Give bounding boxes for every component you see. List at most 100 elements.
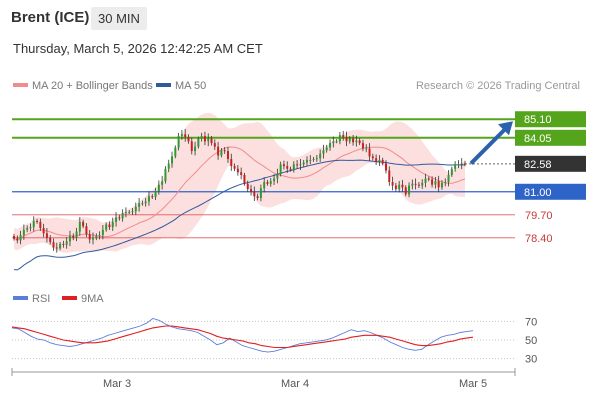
candle-body[interactable] [190, 141, 193, 152]
candle-body[interactable] [424, 178, 427, 183]
candle-body[interactable] [398, 184, 401, 190]
candle-body[interactable] [246, 183, 249, 190]
candle-body[interactable] [144, 201, 147, 204]
candle-body[interactable] [213, 143, 216, 147]
candle-body[interactable] [401, 184, 404, 188]
candle-body[interactable] [134, 206, 137, 212]
candle-body[interactable] [167, 163, 170, 169]
candle-body[interactable] [39, 221, 42, 229]
candle-body[interactable] [184, 134, 187, 137]
candle-body[interactable] [266, 182, 269, 184]
candle-body[interactable] [118, 217, 121, 219]
candle-body[interactable] [404, 187, 407, 195]
candle-body[interactable] [361, 143, 364, 149]
candle-body[interactable] [88, 234, 91, 240]
candle-body[interactable] [233, 166, 236, 169]
candle-body[interactable] [394, 185, 397, 190]
candle-body[interactable] [243, 174, 246, 184]
candle-body[interactable] [207, 138, 210, 142]
candle-body[interactable] [141, 203, 144, 205]
candle-body[interactable] [312, 159, 315, 161]
candle-body[interactable] [68, 236, 71, 242]
candle-body[interactable] [147, 196, 150, 202]
candle-body[interactable] [197, 138, 200, 147]
candle-body[interactable] [431, 179, 434, 185]
candle-body[interactable] [368, 148, 371, 157]
candle-body[interactable] [29, 227, 32, 229]
candle-body[interactable] [342, 135, 345, 137]
candle-body[interactable] [421, 182, 424, 186]
candle-body[interactable] [279, 164, 282, 175]
candle-body[interactable] [203, 136, 206, 142]
candle-body[interactable] [105, 224, 108, 230]
candle-body[interactable] [296, 164, 299, 166]
candle-body[interactable] [384, 163, 387, 171]
candle-body[interactable] [440, 182, 443, 188]
candle-body[interactable] [101, 229, 104, 236]
candle-body[interactable] [115, 217, 118, 222]
candle-body[interactable] [256, 196, 259, 198]
candle-body[interactable] [164, 168, 167, 182]
candle-body[interactable] [194, 146, 197, 152]
candle-body[interactable] [210, 138, 213, 144]
candle-body[interactable] [319, 153, 322, 159]
candle-body[interactable] [375, 158, 378, 162]
candle-body[interactable] [352, 138, 355, 143]
candle-body[interactable] [454, 164, 457, 169]
candle-body[interactable] [49, 237, 52, 243]
candle-body[interactable] [450, 168, 453, 175]
candle-body[interactable] [302, 162, 305, 165]
candle-body[interactable] [230, 159, 233, 167]
candle-body[interactable] [332, 141, 335, 144]
candle-body[interactable] [253, 191, 256, 197]
candle-body[interactable] [282, 164, 285, 167]
candle-body[interactable] [32, 220, 35, 228]
candle-body[interactable] [78, 221, 81, 232]
candle-body[interactable] [177, 136, 180, 148]
candle-body[interactable] [250, 189, 253, 192]
candle-body[interactable] [322, 150, 325, 154]
candle-body[interactable] [59, 243, 62, 249]
candle-body[interactable] [128, 212, 131, 214]
candle-body[interactable] [108, 224, 111, 228]
candle-body[interactable] [417, 184, 420, 186]
candle-body[interactable] [391, 182, 394, 186]
candle-body[interactable] [444, 182, 447, 184]
candle-body[interactable] [138, 203, 141, 207]
candle-body[interactable] [414, 183, 417, 185]
candle-body[interactable] [329, 143, 332, 148]
candle-body[interactable] [315, 158, 318, 160]
candle-body[interactable] [85, 226, 88, 235]
candle-body[interactable] [289, 168, 292, 170]
candle-body[interactable] [348, 138, 351, 142]
candle-body[interactable] [355, 140, 358, 143]
candle-body[interactable] [309, 159, 312, 161]
candle-body[interactable] [13, 236, 15, 239]
timeframe-badge[interactable]: 30 MIN [91, 7, 147, 30]
candle-body[interactable] [464, 163, 466, 165]
candle-body[interactable] [240, 172, 243, 175]
candle-body[interactable] [16, 238, 19, 241]
candle-body[interactable] [263, 182, 266, 189]
candle-body[interactable] [457, 164, 460, 166]
candle-body[interactable] [200, 136, 203, 139]
candle-body[interactable] [154, 190, 157, 198]
candle-body[interactable] [19, 235, 22, 241]
candle-body[interactable] [121, 213, 124, 219]
candle-body[interactable] [62, 243, 65, 245]
candle-body[interactable] [151, 196, 154, 198]
candle-body[interactable] [447, 174, 450, 183]
candle-body[interactable] [299, 164, 302, 166]
candle-body[interactable] [276, 174, 279, 179]
candle-body[interactable] [217, 146, 220, 156]
candle-body[interactable] [22, 229, 25, 236]
candle-body[interactable] [187, 136, 190, 142]
candle-body[interactable] [36, 220, 39, 222]
candle-body[interactable] [460, 163, 463, 165]
candle-body[interactable] [259, 188, 262, 198]
candle-body[interactable] [72, 236, 75, 238]
candle-body[interactable] [55, 247, 58, 249]
candle-body[interactable] [236, 168, 239, 173]
candle-body[interactable] [388, 170, 391, 183]
